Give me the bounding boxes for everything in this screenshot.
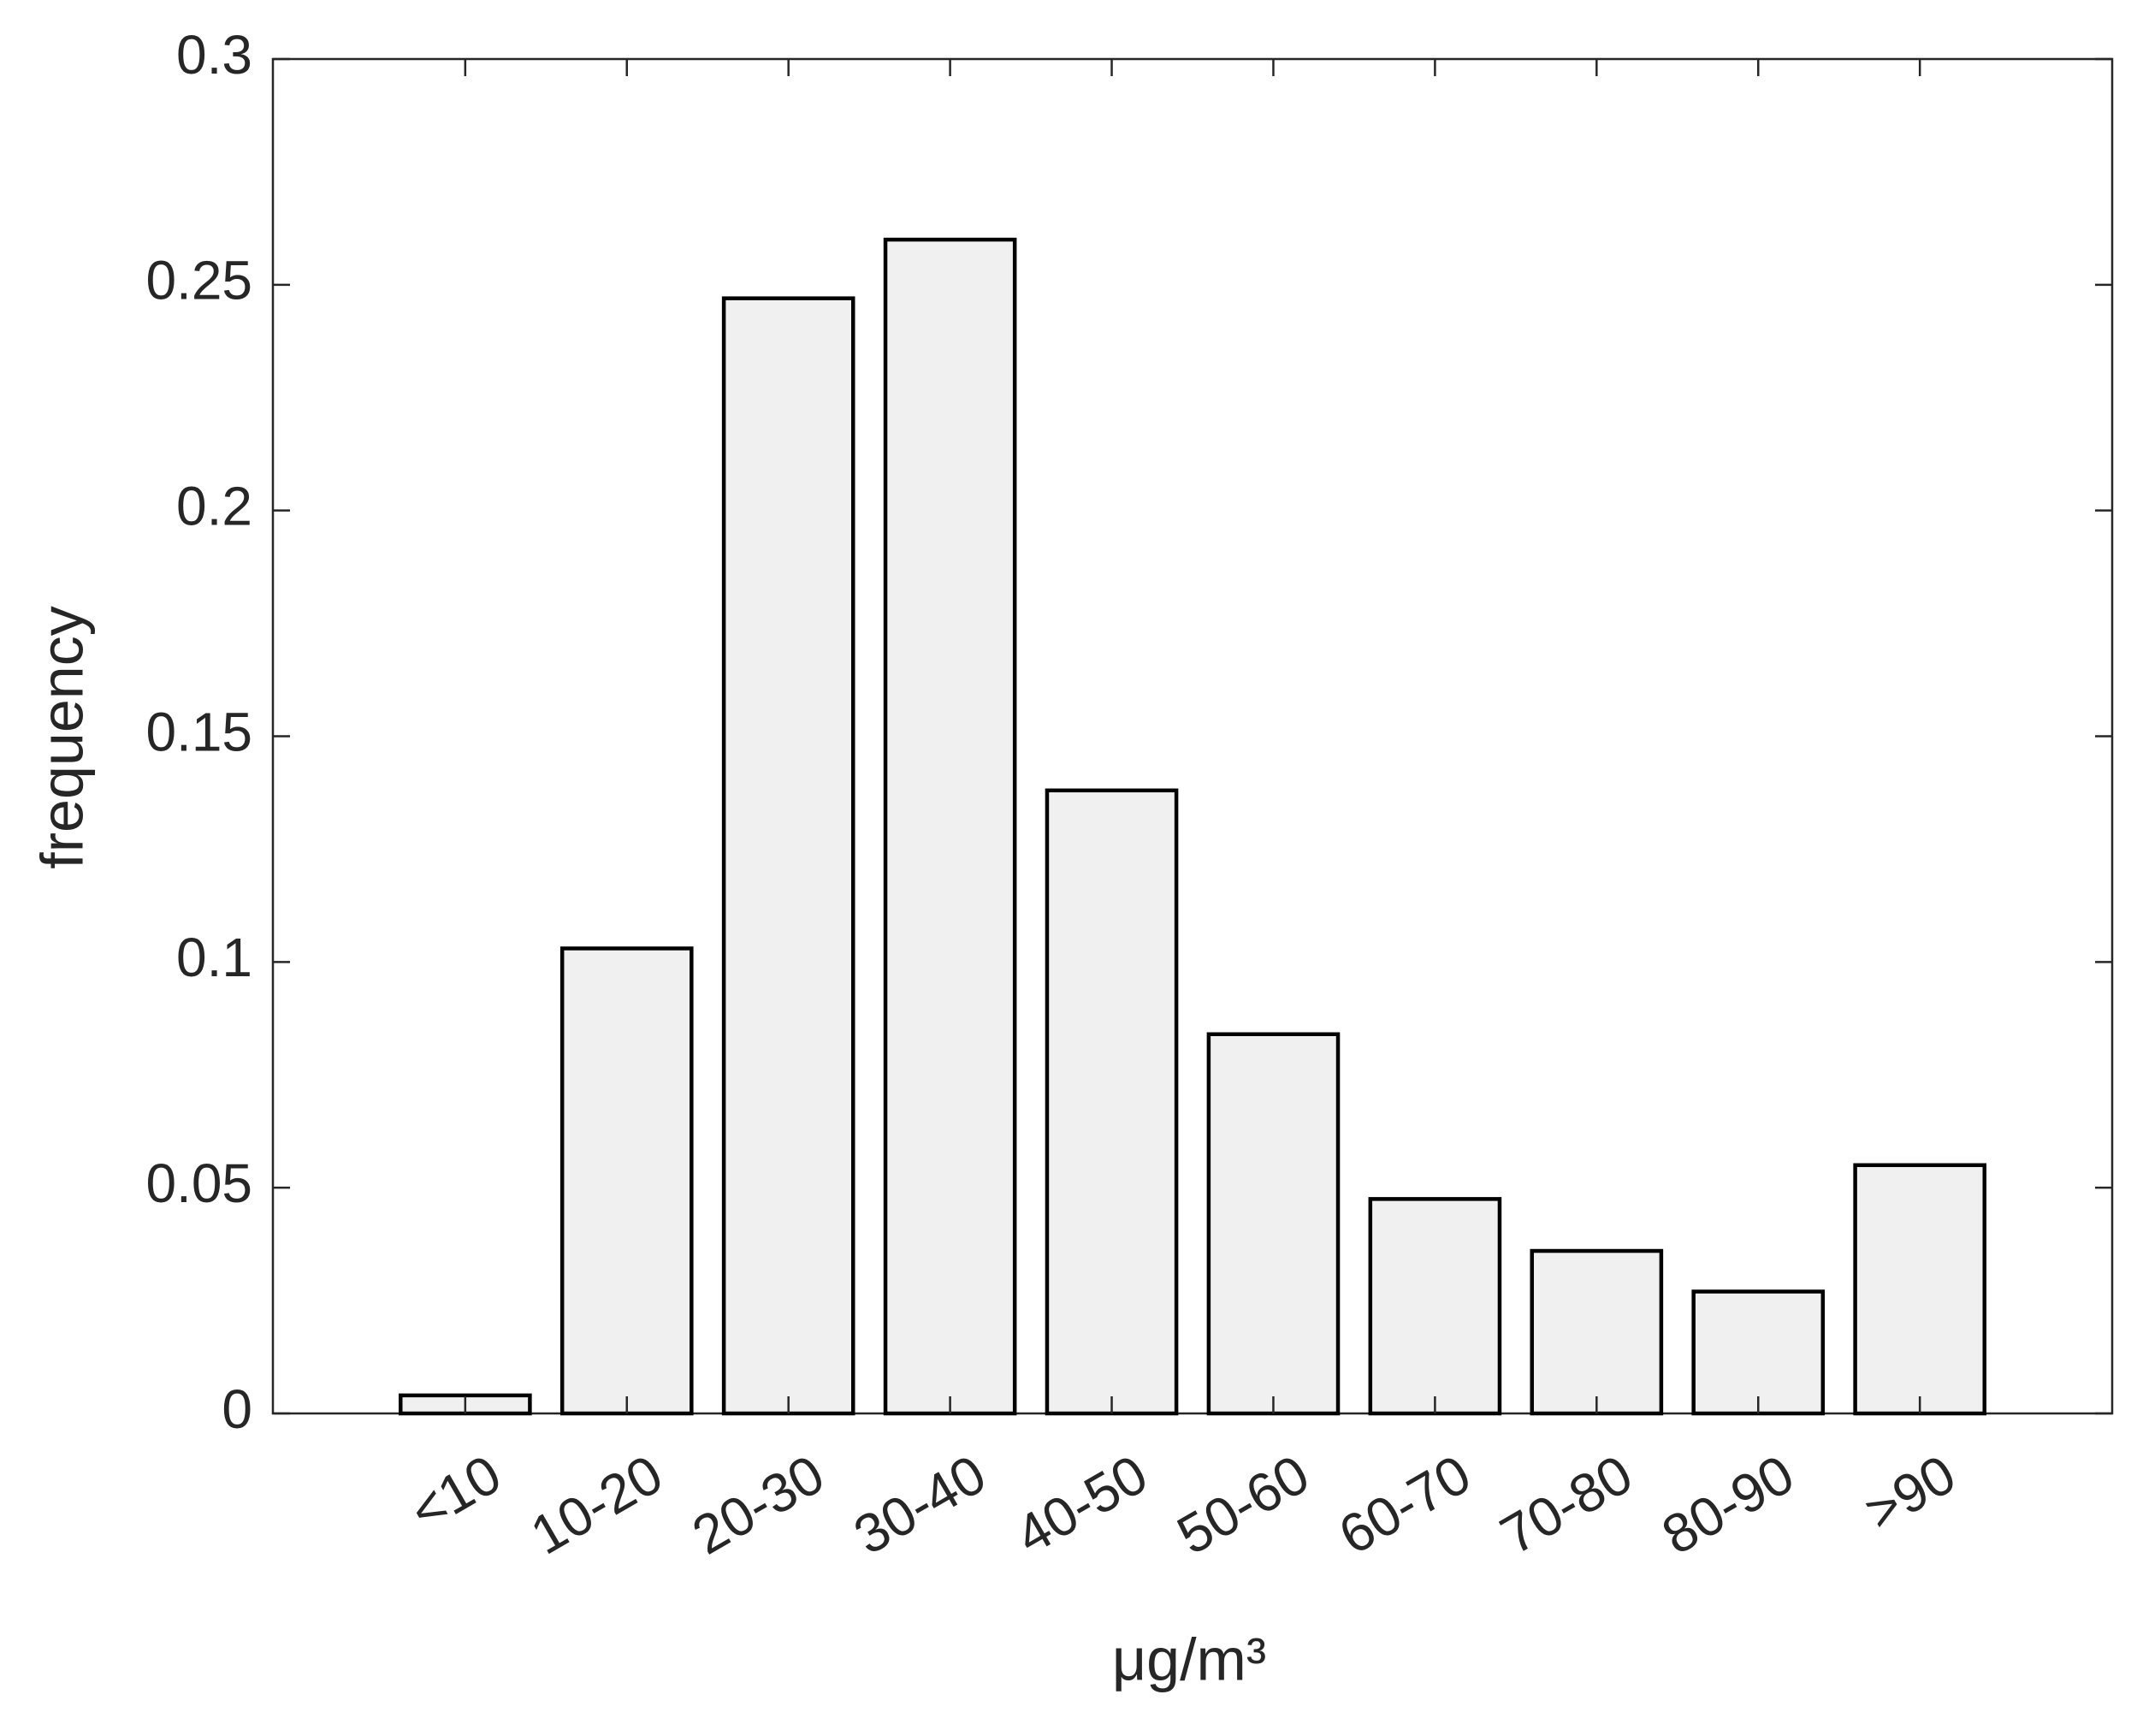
bar — [1530, 1248, 1664, 1416]
bar — [559, 946, 694, 1416]
bar — [883, 237, 1017, 1416]
y-tick-label: 0.2 — [176, 476, 252, 537]
x-tick-label: 70-80 — [1490, 1443, 1643, 1566]
y-axis-label: frequency — [28, 606, 95, 868]
bar — [1853, 1163, 1986, 1416]
y-tick-label: 0.25 — [145, 250, 252, 311]
x-tick-label: >90 — [1855, 1443, 1966, 1543]
bar — [1045, 788, 1179, 1416]
y-tick-label: 0 — [222, 1378, 252, 1440]
x-tick-label: 50-60 — [1167, 1443, 1319, 1566]
x-tick-label: 30-40 — [844, 1443, 996, 1566]
plot-frame — [271, 57, 2114, 1415]
x-tick-label: 60-70 — [1329, 1443, 1481, 1566]
y-tick-label: 0.15 — [145, 701, 252, 762]
x-tick-label: 80-90 — [1652, 1443, 1804, 1566]
y-tick-label: 0.3 — [176, 24, 252, 86]
y-tick-label: 0.1 — [176, 927, 252, 988]
x-tick-label: <10 — [400, 1443, 511, 1543]
bar — [1368, 1197, 1502, 1416]
x-tick-label: 40-50 — [1005, 1443, 1157, 1566]
y-tick-label: 0.05 — [145, 1152, 252, 1214]
bar — [721, 296, 855, 1416]
x-axis-label: μg/m³ — [1112, 1626, 1266, 1692]
x-tick-label: 20-30 — [682, 1443, 834, 1566]
x-tick-label: 10-20 — [520, 1443, 672, 1566]
bar — [1691, 1289, 1826, 1416]
bar — [1206, 1032, 1341, 1416]
